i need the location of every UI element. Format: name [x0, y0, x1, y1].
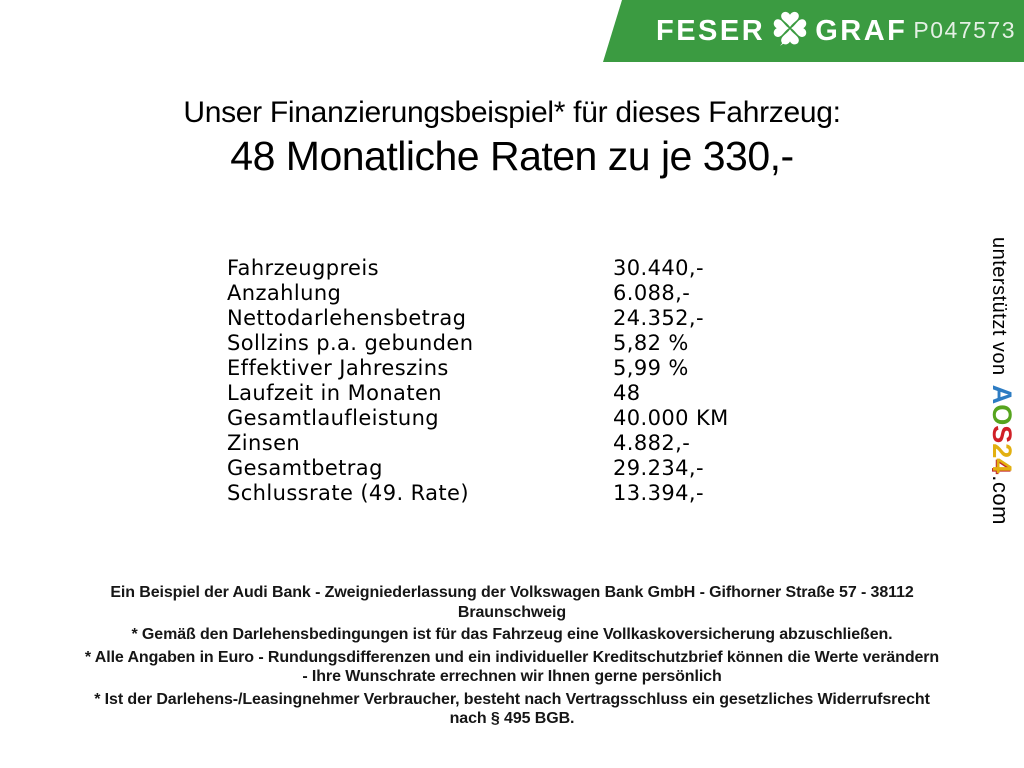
row-value: 5,82 % [613, 331, 689, 355]
financing-table: Fahrzeugpreis 30.440,- Anzahlung 6.088,- N… [227, 256, 729, 506]
row-value: 30.440,- [613, 256, 704, 280]
table-row: Schlussrate (49. Rate) 13.394,- [227, 481, 729, 506]
row-label: Zinsen [227, 431, 301, 455]
row-value: 48 [613, 381, 641, 405]
clover-icon [773, 11, 807, 46]
row-value: 6.088,- [613, 281, 691, 305]
table-row: Nettodarlehensbetrag 24.352,- [227, 306, 729, 331]
brand-word-feser: FESER [656, 14, 766, 47]
brand-logo: FESER GRAF [656, 0, 907, 62]
table-row: Zinsen 4.882,- [227, 431, 729, 456]
row-value: 40.000 KM [613, 406, 729, 430]
title-line-2: 48 Monatliche Raten zu je 330,- [230, 133, 794, 179]
row-value: 13.394,- [613, 481, 704, 505]
table-row: Fahrzeugpreis 30.440,- [227, 256, 729, 281]
table-row: Gesamtbetrag 29.234,- [227, 456, 729, 481]
aos24-logo-letter-o: O [987, 404, 1017, 426]
footer-line: * Alle Angaben in Euro - Rundungsdiffere… [84, 648, 940, 666]
aos24-logo-letter-s: S [987, 425, 1017, 444]
footer-bank-line: Ein Beispiel der Audi Bank - Zweignieder… [0, 583, 1024, 622]
footer-disclaimer: Ein Beispiel der Audi Bank - Zweignieder… [0, 583, 1024, 732]
footer-note-1: * Gemäß den Darlehensbedingungen ist für… [0, 625, 1024, 645]
aos24-logo-suffix: .com [988, 475, 1013, 525]
header-banner: FESER GRAF P047573 [603, 0, 1024, 62]
aos24-logo-letter-a: A [987, 384, 1017, 405]
row-label: Gesamtbetrag [227, 456, 383, 480]
aos24-logo-letter-4: 4 [987, 458, 1017, 474]
aos24-logo-letter-2: 2 [987, 443, 1017, 459]
row-label: Gesamtlaufleistung [227, 406, 440, 430]
row-label: Anzahlung [227, 281, 342, 305]
row-label: Nettodarlehensbetrag [227, 306, 467, 330]
footer-line: Braunschweig [457, 603, 567, 621]
table-row: Laufzeit in Monaten 48 [227, 381, 729, 406]
title-line-1: Unser Finanzierungsbeispiel* für dieses … [183, 96, 841, 129]
table-row: Gesamtlaufleistung 40.000 KM [227, 406, 729, 431]
footer-line: - Ihre Wunschrate errechnen wir Ihnen ge… [302, 668, 722, 685]
footer-line: Ein Beispiel der Audi Bank - Zweignieder… [110, 584, 914, 601]
row-value: 29.234,- [613, 456, 704, 480]
table-row: Sollzins p.a. gebunden 5,82 % [227, 331, 729, 356]
footer-line: * Gemäß den Darlehensbedingungen ist für… [131, 626, 893, 643]
footer-line: * Ist der Darlehens-/Leasingnehmer Verbr… [94, 690, 930, 708]
title-block: Unser Finanzierungsbeispiel* für dieses … [0, 96, 1024, 180]
footer-line: nach § 495 BGB. [449, 710, 575, 727]
side-credit: unterstützt von AOS24.com [986, 237, 1017, 525]
footer-note-2: * Alle Angaben in Euro - Rundungsdiffere… [0, 648, 1024, 687]
footer-note-3: * Ist der Darlehens-/Leasingnehmer Verbr… [0, 690, 1024, 729]
table-row: Anzahlung 6.088,- [227, 281, 729, 306]
row-label: Effektiver Jahreszins [227, 356, 449, 380]
vehicle-id: P047573 [913, 17, 1016, 43]
row-label: Sollzins p.a. gebunden [227, 331, 474, 355]
brand-word-graf: GRAF [815, 14, 908, 47]
row-label: Fahrzeugpreis [227, 256, 379, 280]
supported-by-text: unterstützt von [988, 237, 1010, 376]
table-row: Effektiver Jahreszins 5,99 % [227, 356, 729, 381]
row-label: Schlussrate (49. Rate) [227, 481, 469, 505]
row-label: Laufzeit in Monaten [227, 381, 442, 405]
row-value: 5,99 % [613, 356, 689, 380]
row-value: 4.882,- [613, 431, 691, 455]
row-value: 24.352,- [613, 306, 704, 330]
